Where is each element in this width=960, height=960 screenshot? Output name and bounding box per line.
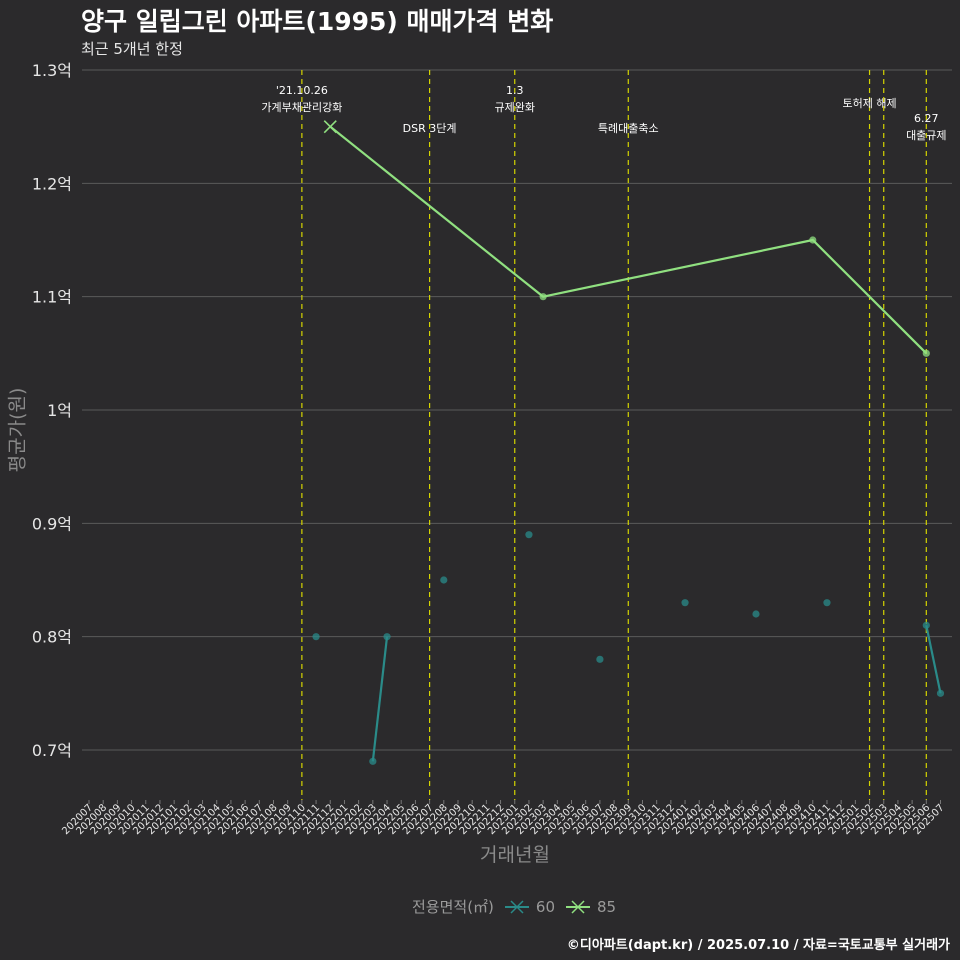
series-60-point	[312, 633, 320, 641]
event-label: 6.27	[914, 112, 939, 125]
event-label: 특례대출축소	[598, 122, 659, 135]
series-60-point	[383, 633, 391, 641]
series-60-point	[936, 689, 945, 697]
legend-item-60: 60	[504, 898, 555, 916]
series-60-line	[371, 636, 389, 762]
event-label: DSR 3단계	[403, 122, 457, 135]
series-60-point	[525, 531, 533, 539]
event-label: 가계부채관리강화	[261, 101, 342, 114]
chart-title: 양구 일립그린 아파트(1995) 매매가격 변화	[81, 7, 554, 36]
series-60-line	[925, 625, 942, 694]
y-tick-label: 0.9억	[32, 514, 72, 533]
series-60-point	[369, 757, 377, 765]
event-label: 1.3	[506, 84, 524, 97]
legend-title: 전용면적(㎡)	[412, 898, 494, 916]
series-60-point	[823, 599, 831, 607]
legend-swatch-85-icon	[566, 899, 590, 914]
series-85-point	[539, 293, 547, 301]
y-tick-label: 1.2억	[32, 174, 72, 193]
y-axis-label: 평균가(원)	[6, 387, 29, 473]
event-label: 대출규제	[906, 129, 946, 142]
series-85-line	[329, 125, 928, 355]
legend-label-60: 60	[535, 897, 555, 916]
x-axis-label: 거래년월	[480, 844, 550, 866]
legend: 전용면적(㎡) 60 85	[412, 896, 616, 917]
legend-label-85: 85	[597, 897, 617, 916]
legend-swatch-60-icon	[504, 899, 529, 914]
series-85-point	[922, 349, 930, 357]
series-60-point	[922, 621, 930, 629]
y-tick-label: 0.8억	[32, 628, 72, 647]
series-60-point	[752, 610, 760, 618]
y-tick-label: 1.3억	[32, 61, 72, 80]
y-tick-label: 0.7억	[32, 741, 72, 760]
series-85-point	[323, 120, 337, 134]
event-label: 규제완화	[495, 101, 535, 114]
y-tick-label: 1억	[47, 401, 72, 420]
source-caption: ©디아파트(dapt.kr) / 2025.07.10 / 자료=국토교통부 실…	[566, 938, 950, 953]
series-60-point	[596, 655, 604, 663]
y-tick-label: 1.1억	[32, 288, 72, 307]
event-label: '21.10.26	[276, 84, 328, 97]
series-60-point	[681, 599, 689, 607]
chart-subtitle: 최근 5개년 한정	[81, 40, 183, 58]
event-label: 토허제 해제	[842, 96, 896, 110]
legend-item-85: 85	[565, 898, 616, 916]
series-60-point	[440, 576, 448, 584]
series-85-point	[809, 236, 817, 244]
